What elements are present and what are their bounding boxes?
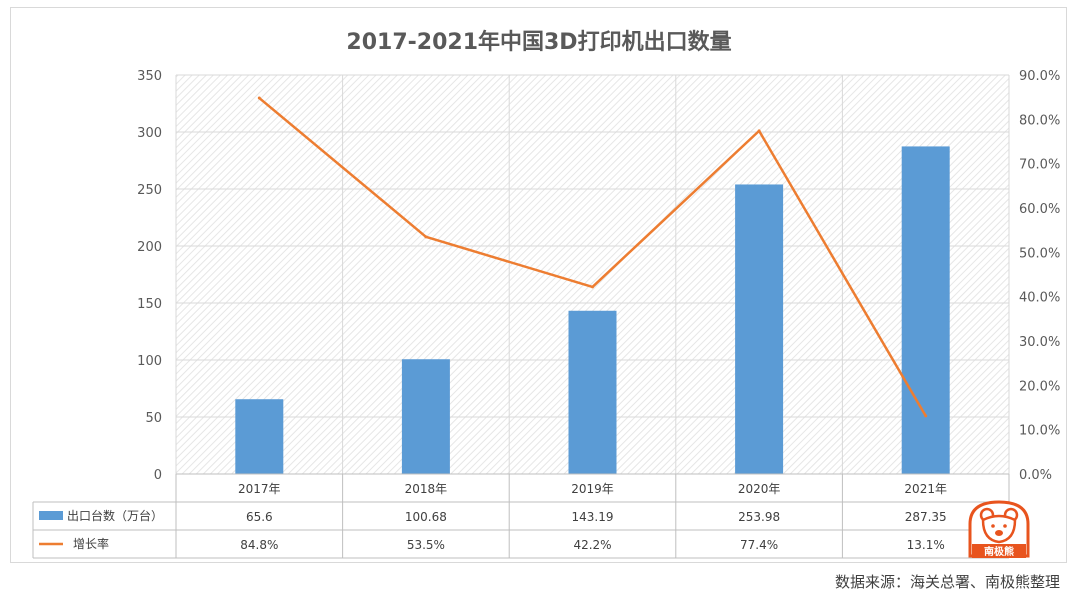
category-label: 2017年 (238, 482, 281, 496)
category-label: 2019年 (571, 482, 614, 496)
table-cell-growth: 53.5% (407, 538, 445, 552)
line-legend-label: 增长率 (73, 536, 109, 551)
table-cell-count: 65.6 (246, 510, 273, 524)
y2-tick-label: 0.0% (1019, 468, 1052, 483)
y-tick-label: 50 (145, 411, 162, 426)
bar (735, 184, 784, 474)
table-cell-growth: 13.1% (907, 538, 945, 552)
y-tick-label: 150 (137, 297, 162, 312)
y2-tick-label: 50.0% (1019, 246, 1060, 261)
source-note: 数据来源：海关总署、南极熊整理 (834, 573, 1060, 591)
chart-frame: 2017-2021年中国3D打印机出口数量 0 50 100 150 200 250 300… (10, 7, 1067, 563)
y-tick-label: 300 (137, 126, 162, 141)
right-axis: 0.0% 10.0% 20.0% 30.0% 40.0% 50.0% 60.0% 70.0% 8… (1019, 69, 1060, 483)
category-label: 2018年 (405, 482, 448, 496)
table-cell-count: 253.98 (738, 510, 780, 524)
y2-tick-label: 70.0% (1019, 158, 1060, 173)
y2-tick-label: 40.0% (1019, 291, 1060, 306)
y2-tick-label: 30.0% (1019, 335, 1060, 350)
y-tick-label: 0 (154, 468, 162, 483)
left-axis: 0 50 100 150 200 250 300 350 (137, 69, 162, 483)
table-cell-growth: 42.2% (573, 538, 611, 552)
table-cell-count: 100.68 (405, 510, 447, 524)
bar (568, 310, 617, 474)
line-point (591, 285, 594, 289)
bar (901, 146, 950, 474)
line-point (757, 129, 761, 133)
combo-chart: 2017-2021年中国3D打印机出口数量 0 50 100 150 200 250 300… (32, 29, 1060, 559)
bar (401, 359, 450, 474)
line-point (924, 414, 928, 418)
bar (235, 399, 284, 474)
y2-tick-label: 80.0% (1019, 113, 1060, 128)
table-cell-growth: 84.8% (240, 538, 278, 552)
bar-legend-key (39, 511, 63, 520)
y-tick-label: 100 (137, 354, 162, 369)
nanjixiong-logo: 南极熊 (966, 498, 1032, 564)
polar-bear-logo-icon: 南极熊 (968, 500, 1030, 558)
line-point (257, 96, 261, 100)
bar-legend-label: 出口台数（万台） (67, 508, 163, 523)
y-tick-label: 200 (137, 240, 162, 255)
category-label: 2021年 (904, 482, 947, 496)
y2-tick-label: 90.0% (1019, 69, 1060, 84)
y2-tick-label: 60.0% (1019, 202, 1060, 217)
bar-series (235, 146, 950, 474)
line-point (424, 235, 428, 239)
table-cell-growth: 77.4% (740, 538, 778, 552)
table-cell-count: 287.35 (905, 510, 947, 524)
y-tick-label: 250 (137, 183, 162, 198)
chart-title: 2017-2021年中国3D打印机出口数量 (346, 29, 731, 55)
category-label: 2020年 (738, 482, 781, 496)
y2-tick-label: 10.0% (1019, 424, 1060, 439)
line-series (257, 96, 928, 418)
table-cell-count: 143.19 (572, 510, 614, 524)
y-tick-label: 350 (137, 69, 162, 84)
y2-tick-label: 20.0% (1019, 379, 1060, 394)
logo-text: 南极熊 (984, 545, 1014, 558)
